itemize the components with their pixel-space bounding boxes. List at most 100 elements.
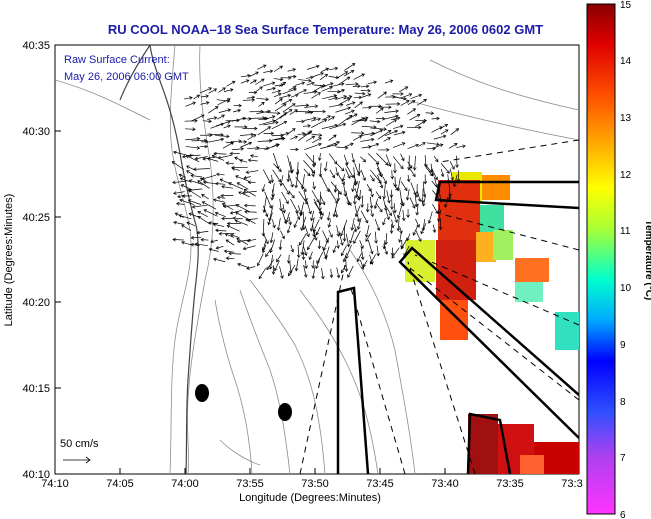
current-vector-head	[230, 233, 234, 238]
current-vector-head	[243, 175, 247, 180]
current-vector-head	[432, 146, 436, 151]
current-vector	[391, 247, 400, 259]
current-vector-head	[370, 137, 375, 142]
current-vector-head	[213, 151, 217, 156]
current-vector	[382, 176, 387, 184]
current-vector	[262, 184, 266, 192]
current-vector	[393, 203, 396, 213]
current-vector	[357, 217, 362, 230]
current-vector	[415, 230, 422, 242]
x-axis-label: Longitude (Degrees:Minutes)	[239, 492, 381, 504]
current-vector	[418, 142, 426, 147]
dashed-track-lines	[299, 139, 579, 474]
current-vector-head	[288, 109, 293, 113]
current-vector	[295, 176, 307, 192]
current-vector	[240, 134, 254, 136]
current-vector	[235, 211, 248, 219]
current-vector	[208, 138, 224, 143]
current-vector-head	[390, 206, 394, 210]
current-vector	[313, 154, 315, 167]
current-vector	[369, 174, 375, 182]
current-vector	[237, 182, 249, 190]
current-vector	[407, 108, 416, 115]
current-vector	[327, 141, 340, 147]
current-vector-head	[347, 274, 351, 278]
current-vector	[200, 95, 209, 98]
current-vector-head	[446, 170, 450, 174]
current-vector-head	[227, 124, 231, 128]
current-vector-head	[311, 135, 316, 140]
current-vector	[426, 142, 440, 145]
current-vector-head	[247, 219, 252, 223]
current-vector	[415, 218, 420, 228]
current-vector	[354, 188, 360, 201]
current-vector-head	[387, 199, 391, 204]
current-vector	[414, 195, 417, 207]
current-vector	[328, 230, 333, 238]
current-vector	[354, 101, 363, 109]
current-vector	[281, 191, 289, 204]
current-vector	[227, 225, 240, 232]
current-vector-head	[264, 213, 269, 218]
current-vector-head	[282, 209, 286, 214]
current-vector	[416, 203, 419, 215]
current-vector-head	[378, 172, 382, 177]
current-vector	[399, 93, 412, 99]
current-vector-head	[294, 184, 299, 189]
current-vector	[407, 161, 413, 169]
current-vector	[409, 114, 421, 121]
current-vector	[353, 230, 361, 244]
current-vector	[410, 182, 416, 195]
current-vector	[377, 174, 383, 189]
current-vector-head	[245, 217, 249, 222]
current-vector	[295, 82, 305, 86]
current-vector-head	[442, 134, 447, 139]
current-vector-head	[439, 143, 444, 147]
current-vector-head	[226, 134, 230, 139]
current-vector	[298, 79, 312, 82]
current-vector-head	[256, 262, 261, 267]
current-vector	[360, 169, 366, 181]
current-vector-head	[185, 155, 190, 159]
current-vector-head	[307, 172, 311, 177]
current-vector	[329, 169, 335, 178]
current-vector-head	[329, 86, 333, 90]
current-vector-head	[236, 182, 241, 186]
current-vector-head	[220, 137, 225, 142]
current-vector-head	[358, 95, 363, 100]
current-vector-head	[234, 156, 238, 161]
current-vector	[416, 190, 421, 202]
current-vector-head	[362, 158, 367, 163]
current-vector	[273, 93, 282, 98]
current-vector	[250, 155, 258, 158]
current-vector-head	[278, 92, 282, 97]
current-vector	[360, 138, 374, 142]
current-vector	[359, 189, 361, 200]
current-vector	[248, 91, 257, 94]
current-vector	[239, 159, 248, 163]
current-vector	[262, 244, 267, 253]
current-vector	[425, 112, 434, 114]
current-vector-head	[178, 214, 183, 218]
current-vector	[288, 264, 296, 276]
current-vector	[197, 180, 210, 189]
current-vector-head	[285, 200, 289, 205]
current-vector	[422, 181, 425, 197]
current-vector	[303, 264, 307, 278]
current-vector-head	[336, 245, 340, 249]
x-tick-label: 73:45	[366, 478, 394, 490]
current-vector	[193, 168, 210, 170]
current-vector-head	[374, 240, 378, 244]
current-vector-head	[197, 211, 201, 215]
current-vector	[344, 143, 354, 148]
current-vector-head	[294, 93, 299, 98]
current-vector	[338, 98, 351, 106]
current-vector-head	[367, 93, 372, 97]
current-vector	[215, 183, 226, 185]
current-vector	[399, 190, 403, 206]
current-vector-head	[221, 185, 225, 189]
current-vector-head	[268, 205, 273, 209]
current-vector	[354, 224, 357, 232]
current-vector-head	[336, 274, 341, 279]
current-vector-head	[215, 181, 219, 186]
